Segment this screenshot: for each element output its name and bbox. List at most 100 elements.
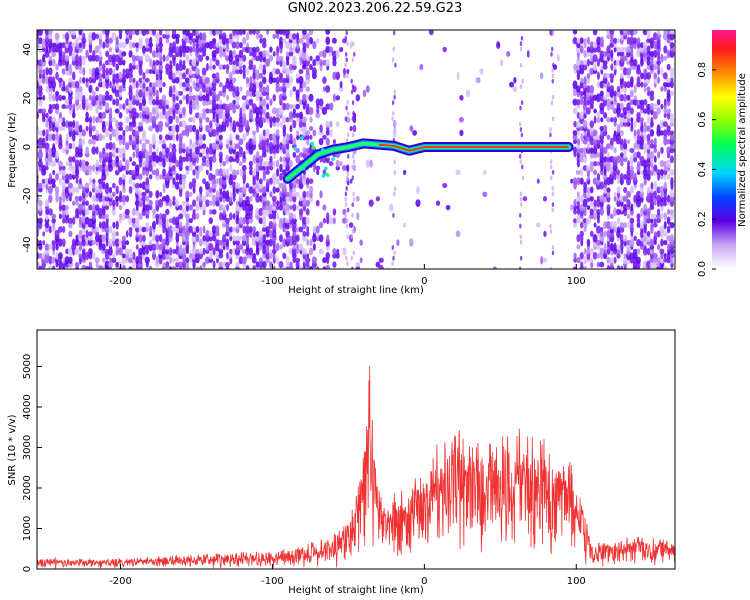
- spectrogram-cell: [251, 50, 257, 58]
- spectrogram-cell: [308, 93, 314, 102]
- spectrogram-cell: [281, 94, 287, 101]
- spectrogram-cell: [162, 182, 166, 189]
- spectrogram-cell: [62, 256, 66, 264]
- spectrogram-cell: [496, 41, 501, 49]
- spectrogram-cell: [71, 142, 76, 150]
- spectrogram-cell: [162, 33, 166, 39]
- spectrogram-cell: [238, 161, 243, 167]
- spectrogram-cell: [265, 95, 270, 101]
- spectrogram-cell: [305, 94, 310, 101]
- spectrogram-cell: [298, 111, 304, 120]
- spectrogram-cell: [292, 195, 297, 203]
- spectrogram-cell: [333, 217, 336, 225]
- spectrogram-cell: [238, 216, 244, 225]
- spectrogram-cell: [195, 257, 200, 264]
- spectrogram-cell: [623, 203, 628, 212]
- spectrogram-cell: [82, 138, 86, 146]
- spectrogram-cell: [104, 42, 110, 48]
- spectrogram-cell: [619, 51, 625, 57]
- spectrogram-cell: [258, 117, 263, 123]
- spectrogram-cell: [58, 112, 63, 119]
- spectrogram-cell: [606, 248, 611, 255]
- spectrogram-cell: [391, 116, 394, 122]
- spectrogram-cell: [242, 150, 246, 159]
- spectrogram-cell: [279, 163, 283, 173]
- spectrogram-cell: [67, 90, 73, 97]
- spectrogram-cell: [211, 73, 217, 79]
- spectrogram-cell: [262, 234, 267, 243]
- spectrogram-cell: [579, 111, 585, 120]
- spectrogram-cell: [138, 150, 144, 159]
- spectrogram-cell: [91, 125, 96, 132]
- spectrogram-cell: [48, 67, 53, 76]
- spectrogram-cell: [272, 186, 277, 194]
- spectrogram-cell: [347, 132, 350, 138]
- spectrogram-cell: [252, 64, 257, 70]
- spectrogram-cell: [111, 159, 117, 168]
- spectrogram-cell: [105, 182, 109, 189]
- spectrogram-cell: [51, 182, 56, 189]
- spectrogram-cell: [636, 112, 641, 119]
- signal-track-point: [300, 136, 304, 140]
- spectrogram-cell: [281, 142, 287, 150]
- spectrogram-cell: [57, 160, 63, 167]
- spectrogram-cell: [669, 155, 675, 164]
- spectrogram-cell: [138, 37, 143, 45]
- spectrogram-cell: [663, 137, 668, 146]
- spectrogram-cell: [158, 134, 163, 141]
- spectrogram-cell: [52, 76, 56, 85]
- spectrogram-cell: [292, 244, 297, 250]
- spectrogram-cell: [144, 77, 150, 83]
- spectrogram-cell: [262, 37, 267, 44]
- spectrogram-cell: [38, 253, 43, 259]
- spectrogram-cell: [225, 238, 230, 247]
- spectrogram-cell: [657, 76, 661, 85]
- spectrogram-cell: [238, 59, 244, 67]
- spectrogram-cell: [78, 124, 83, 133]
- spectrogram-cell: [261, 41, 267, 49]
- spectrogram-cell: [135, 129, 140, 137]
- spectrogram-cell: [308, 265, 314, 269]
- spectrogram-cell: [74, 195, 80, 202]
- spectrogram-cell: [111, 230, 117, 237]
- spectrogram-cell: [666, 225, 671, 234]
- spectrogram-cell: [201, 160, 207, 167]
- spectrogram-cell: [155, 98, 160, 106]
- spectrogram-cell: [609, 173, 615, 181]
- spectrogram-cell: [122, 103, 126, 110]
- spectrogram-cell: [343, 73, 346, 79]
- spectrogram-cell: [295, 257, 301, 263]
- spectrogram-cell: [234, 54, 241, 63]
- spectrogram-cell: [125, 240, 130, 246]
- spectrogram-cell: [164, 33, 170, 40]
- spectrogram-cell: [248, 59, 254, 67]
- spectrogram-cell: [289, 195, 293, 203]
- spectrogram-cell: [589, 134, 595, 141]
- spectrogram-cell: [168, 134, 174, 141]
- spectrogram-cell: [242, 225, 246, 234]
- spectrogram-cell: [328, 102, 334, 111]
- spectrogram-cell: [579, 221, 584, 229]
- spectrogram-cell: [188, 103, 193, 111]
- spectrogram-cell: [215, 257, 219, 264]
- spectrogram-cell: [222, 111, 226, 120]
- spectrogram-cell: [346, 207, 350, 213]
- spectrogram-cell: [154, 103, 160, 110]
- spectrogram-cell: [296, 205, 300, 211]
- spectrogram-cell: [298, 85, 304, 93]
- spectrogram-cell: [632, 248, 638, 255]
- spectrogram-cell: [292, 203, 297, 212]
- spectrogram-cell: [152, 133, 156, 142]
- spectrogram-cell: [650, 139, 654, 145]
- spectrogram-cell: [71, 59, 76, 66]
- spectrogram-cell: [630, 120, 634, 128]
- spectrogram-cell: [225, 143, 230, 149]
- spectrogram-cell: [184, 230, 190, 237]
- spectrogram-cell: [245, 89, 250, 97]
- spectrogram-cell: [185, 86, 190, 92]
- spectrogram-cell: [646, 115, 651, 124]
- spectrogram-cell: [88, 204, 93, 211]
- spectrogram-cell: [623, 173, 627, 180]
- spectrogram-cell: [48, 194, 53, 204]
- spectrogram-cell: [629, 165, 634, 171]
